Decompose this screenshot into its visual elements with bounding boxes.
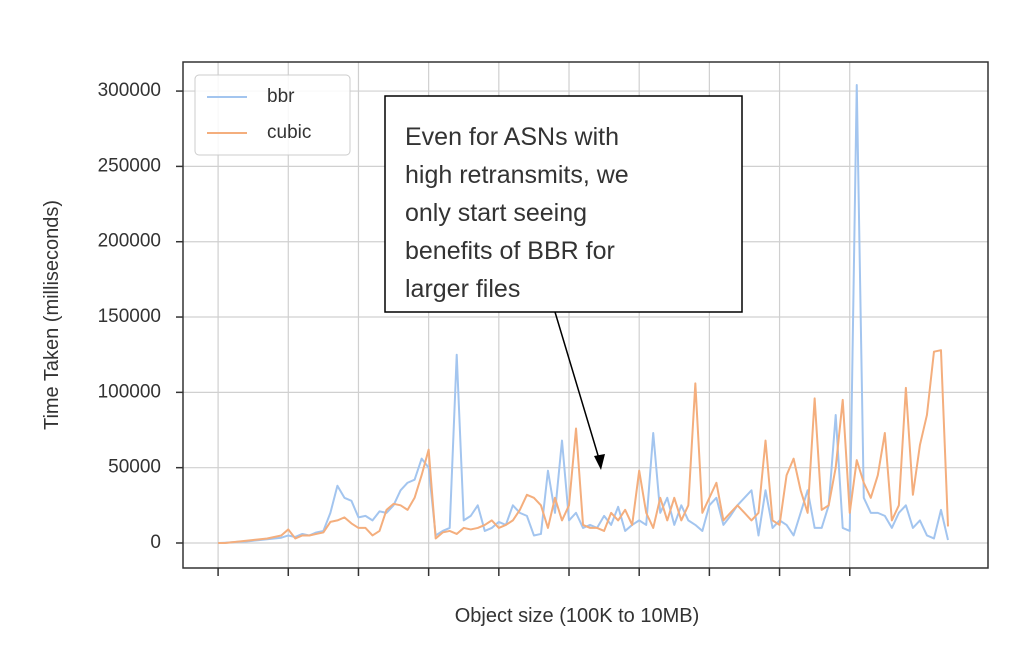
y-tick-label: 300000 (98, 80, 161, 101)
annotation: Even for ASNs with high retransmits, we on… (384, 95, 743, 470)
annotation-text: Even for ASNs with (405, 123, 619, 151)
annotation-text: high retransmits, we (405, 161, 629, 189)
axes: 0 50000 100000 150000 200000 250000 300000 (98, 80, 851, 576)
series-line (218, 349, 949, 544)
series-line (218, 84, 949, 544)
annotation-box (384, 95, 743, 313)
y-tick-label: 100000 (98, 381, 161, 402)
y-axis-label: Time Taken (milliseconds) (41, 200, 63, 430)
x-axis-label: Object size (100K to 10MB) (455, 605, 700, 627)
annotation-text: larger files (405, 275, 520, 303)
annotation-arrow (554, 311, 601, 463)
legend: bbr cubic (194, 74, 351, 156)
annotation-text: benefits of BBR for (405, 237, 615, 265)
y-tick-label: 200000 (98, 231, 161, 252)
y-tick-label: 150000 (98, 306, 161, 327)
arrow-head (594, 454, 605, 470)
plot-lines (218, 84, 949, 544)
annotation-text: only start seeing (405, 199, 587, 227)
legend-box (194, 74, 351, 156)
y-tick-label: 0 (150, 532, 161, 553)
legend-label: cubic (267, 122, 311, 143)
y-tick-label: 250000 (98, 155, 161, 176)
plot-frame (182, 61, 989, 569)
y-tick-label: 50000 (108, 457, 161, 478)
legend-label: bbr (267, 86, 295, 107)
